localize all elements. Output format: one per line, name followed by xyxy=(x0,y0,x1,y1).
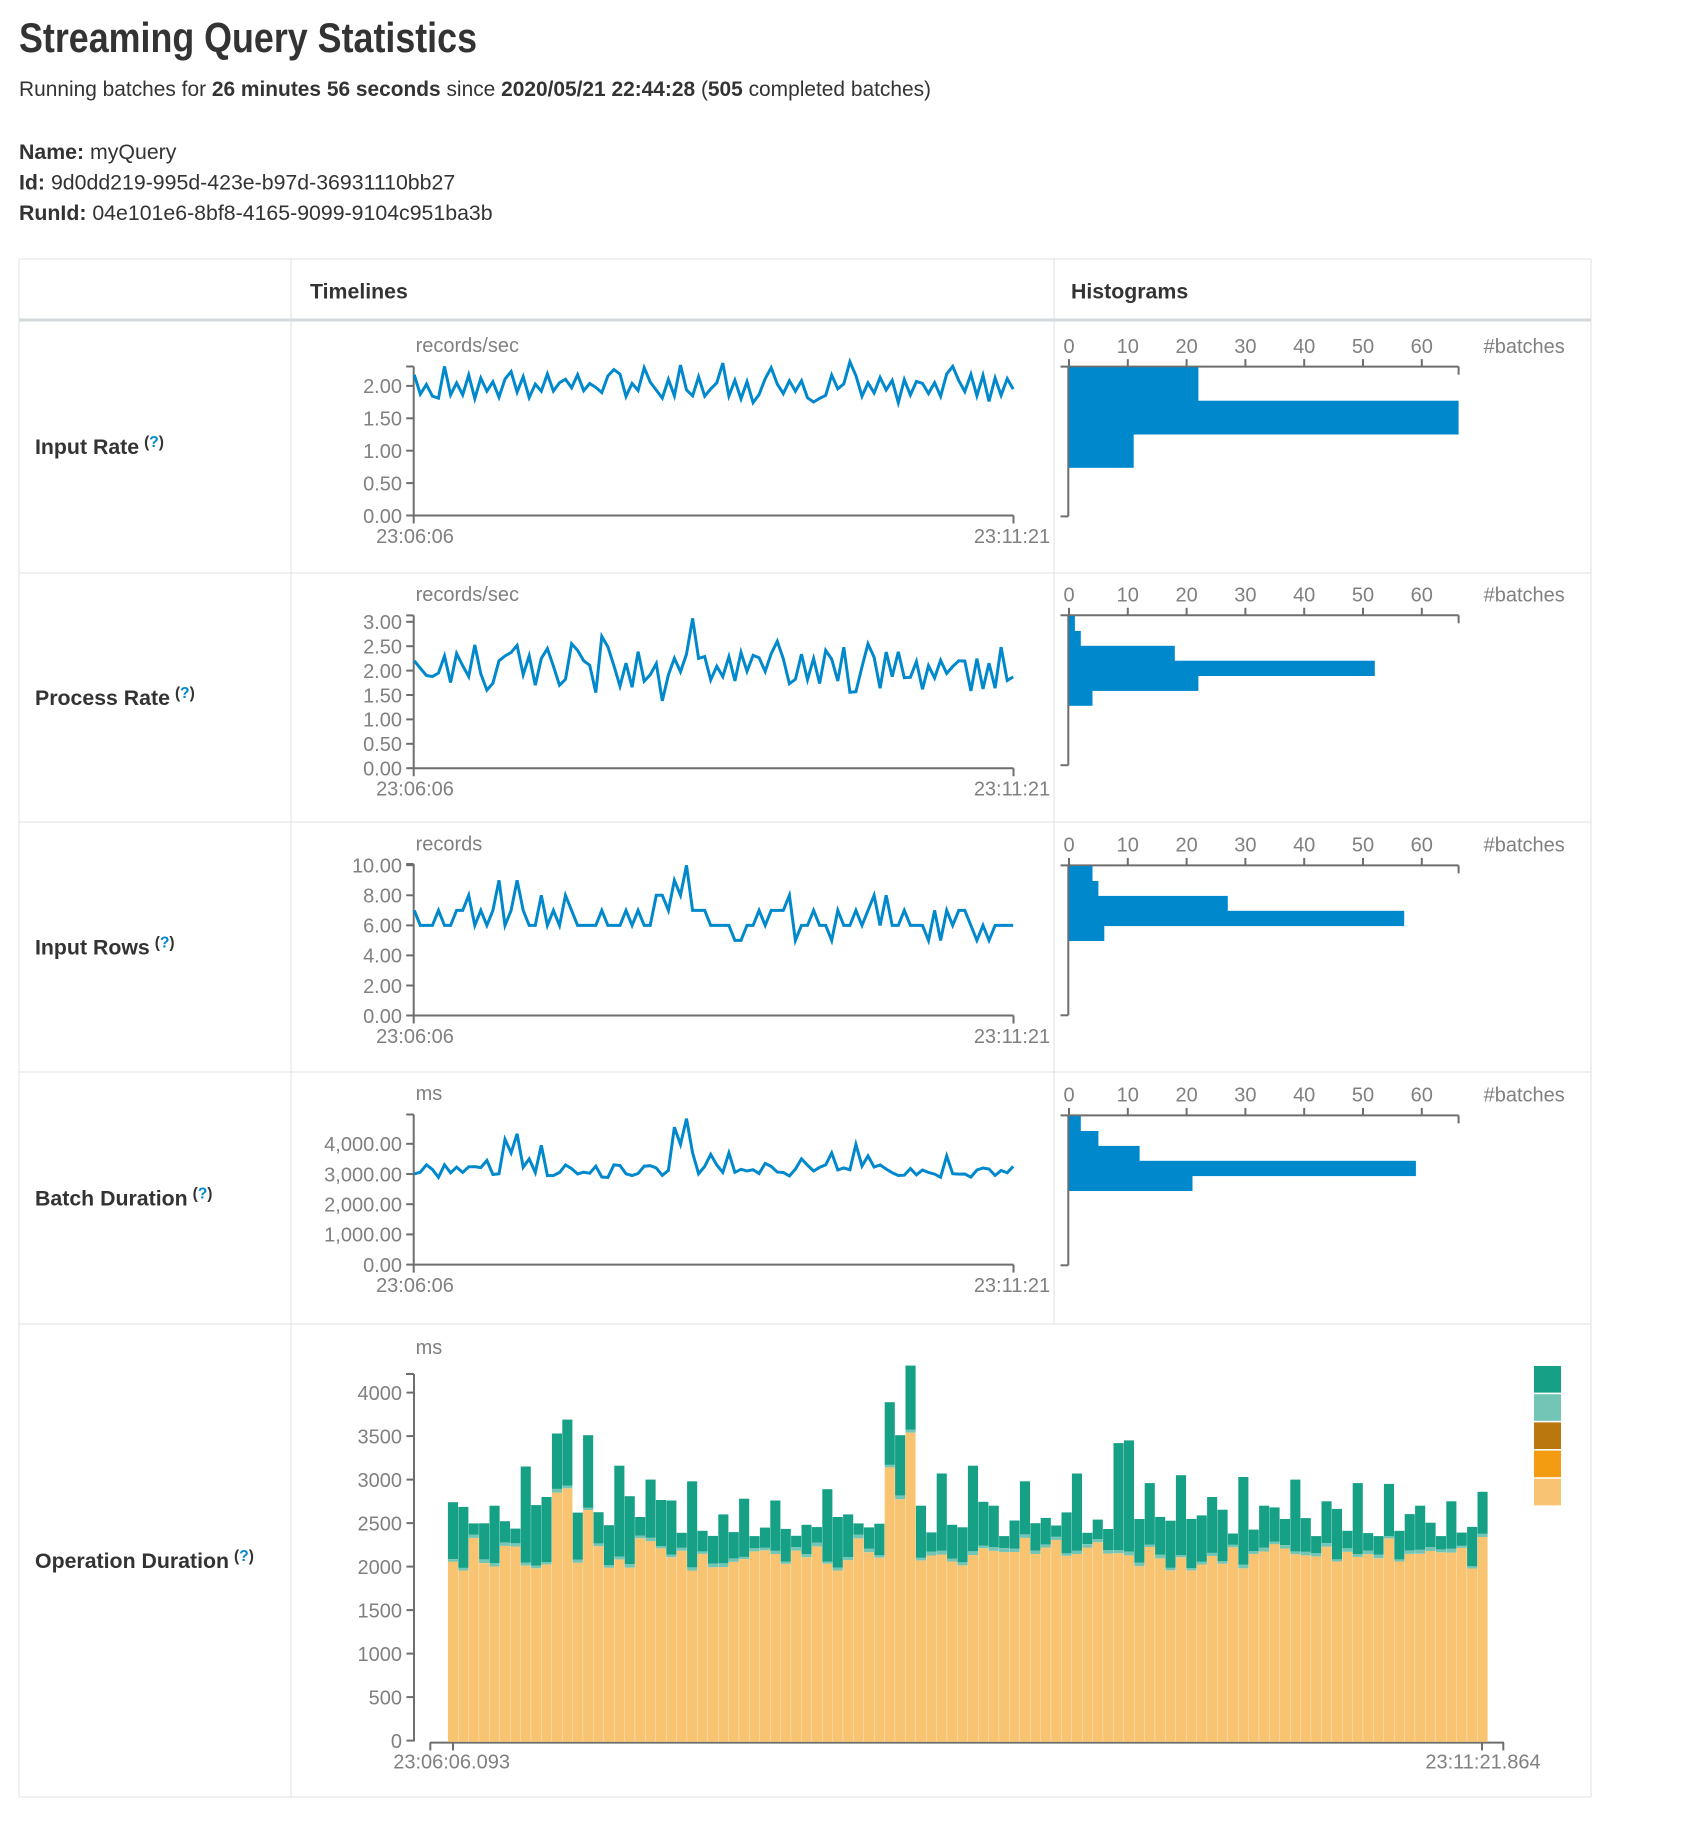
svg-text:1,000.00: 1,000.00 xyxy=(324,1225,402,1247)
svg-text:23:11:21: 23:11:21 xyxy=(974,1275,1050,1297)
svg-text:Name: myQuery: Name: myQuery xyxy=(19,140,177,164)
svg-text:23:11:21: 23:11:21 xyxy=(974,779,1050,801)
svg-text:#batches: #batches xyxy=(1484,585,1565,607)
svg-text:10.00: 10.00 xyxy=(352,856,402,878)
svg-text:23:06:06: 23:06:06 xyxy=(376,779,454,801)
svg-text:0.00: 0.00 xyxy=(363,506,402,528)
svg-text:60: 60 xyxy=(1411,1085,1433,1107)
svg-text:20: 20 xyxy=(1175,585,1197,607)
svg-text:23:06:06: 23:06:06 xyxy=(376,1026,454,1048)
svg-text:Input Rate(?): Input Rate (?) xyxy=(35,434,164,459)
svg-text:1.50: 1.50 xyxy=(363,685,402,707)
svg-text:2.50: 2.50 xyxy=(363,637,402,659)
svg-text:0: 0 xyxy=(1063,835,1074,857)
svg-text:0.00: 0.00 xyxy=(363,1006,402,1028)
svg-text:23:06:06.093: 23:06:06.093 xyxy=(393,1752,510,1774)
svg-text:ms: ms xyxy=(416,1083,443,1105)
svg-text:50: 50 xyxy=(1352,835,1374,857)
svg-text:Streaming Query Statistics: Streaming Query Statistics xyxy=(19,14,477,61)
svg-text:Running batches for 26 minutes: Running batches for 26 minutes 56 second… xyxy=(19,77,931,101)
svg-text:500: 500 xyxy=(369,1687,402,1709)
svg-text:0: 0 xyxy=(1063,1085,1074,1107)
svg-text:0.00: 0.00 xyxy=(363,1255,402,1277)
svg-text:2,000.00: 2,000.00 xyxy=(324,1195,402,1217)
svg-text:40: 40 xyxy=(1293,1085,1315,1107)
svg-text:records/sec: records/sec xyxy=(416,584,519,606)
svg-text:Operation Duration(?): Operation Duration (?) xyxy=(35,1548,254,1573)
svg-text:10: 10 xyxy=(1117,585,1139,607)
svg-text:1.50: 1.50 xyxy=(363,409,402,431)
svg-text:2500: 2500 xyxy=(358,1513,403,1535)
svg-text:0.00: 0.00 xyxy=(363,759,402,781)
svg-text:20: 20 xyxy=(1175,336,1197,358)
svg-text:0.50: 0.50 xyxy=(363,473,402,495)
svg-text:60: 60 xyxy=(1411,585,1433,607)
svg-text:50: 50 xyxy=(1352,585,1374,607)
svg-text:2.00: 2.00 xyxy=(363,976,402,998)
svg-text:Timelines: Timelines xyxy=(310,280,408,304)
svg-text:30: 30 xyxy=(1234,585,1256,607)
svg-text:3000: 3000 xyxy=(358,1470,403,1492)
svg-text:40: 40 xyxy=(1293,585,1315,607)
svg-text:30: 30 xyxy=(1234,336,1256,358)
svg-text:Input Rows(?): Input Rows (?) xyxy=(35,934,175,959)
svg-text:3500: 3500 xyxy=(358,1426,403,1448)
svg-text:60: 60 xyxy=(1411,336,1433,358)
svg-text:records/sec: records/sec xyxy=(416,335,519,357)
svg-text:0: 0 xyxy=(1063,585,1074,607)
svg-text:30: 30 xyxy=(1234,1085,1256,1107)
svg-text:4,000.00: 4,000.00 xyxy=(324,1134,402,1156)
svg-text:Id: 9d0dd219-995d-423e-b97d-36: Id: 9d0dd219-995d-423e-b97d-36931110bb27 xyxy=(19,171,455,195)
svg-text:3,000.00: 3,000.00 xyxy=(324,1164,402,1186)
svg-text:23:06:06: 23:06:06 xyxy=(376,1275,454,1297)
svg-text:1.00: 1.00 xyxy=(363,710,402,732)
svg-text:Histograms: Histograms xyxy=(1071,280,1188,304)
svg-text:#batches: #batches xyxy=(1484,1085,1565,1107)
svg-text:50: 50 xyxy=(1352,1085,1374,1107)
svg-text:8.00: 8.00 xyxy=(363,886,402,908)
svg-text:2000: 2000 xyxy=(358,1557,403,1579)
svg-text:3.00: 3.00 xyxy=(363,612,402,634)
svg-text:23:11:21: 23:11:21 xyxy=(974,1026,1050,1048)
svg-text:1.00: 1.00 xyxy=(363,441,402,463)
svg-text:50: 50 xyxy=(1352,336,1374,358)
svg-text:10: 10 xyxy=(1117,336,1139,358)
svg-text:1500: 1500 xyxy=(358,1600,403,1622)
svg-text:20: 20 xyxy=(1175,835,1197,857)
svg-text:40: 40 xyxy=(1293,336,1315,358)
svg-text:0.50: 0.50 xyxy=(363,734,402,756)
svg-text:2.00: 2.00 xyxy=(363,376,402,398)
svg-text:23:11:21: 23:11:21 xyxy=(974,526,1050,548)
svg-text:60: 60 xyxy=(1411,835,1433,857)
svg-text:2.00: 2.00 xyxy=(363,661,402,683)
svg-text:4000: 4000 xyxy=(358,1383,403,1405)
svg-text:#batches: #batches xyxy=(1484,336,1565,358)
svg-text:RunId: 04e101e6-8bf8-4165-9099: RunId: 04e101e6-8bf8-4165-9099-9104c951b… xyxy=(19,201,493,225)
svg-text:6.00: 6.00 xyxy=(363,916,402,938)
svg-text:#batches: #batches xyxy=(1484,835,1565,857)
svg-text:23:11:21.864: 23:11:21.864 xyxy=(1425,1752,1540,1774)
svg-text:records: records xyxy=(416,834,483,856)
svg-text:23:06:06: 23:06:06 xyxy=(376,526,454,548)
svg-text:Batch Duration(?): Batch Duration (?) xyxy=(35,1185,212,1210)
svg-text:1000: 1000 xyxy=(358,1644,403,1666)
svg-text:ms: ms xyxy=(416,1337,443,1359)
svg-text:0: 0 xyxy=(391,1731,402,1753)
svg-text:40: 40 xyxy=(1293,835,1315,857)
svg-text:0: 0 xyxy=(1063,336,1074,358)
svg-text:Process Rate(?): Process Rate (?) xyxy=(35,685,195,710)
svg-text:20: 20 xyxy=(1175,1085,1197,1107)
svg-text:10: 10 xyxy=(1117,1085,1139,1107)
svg-text:4.00: 4.00 xyxy=(363,946,402,968)
svg-text:10: 10 xyxy=(1117,835,1139,857)
svg-text:30: 30 xyxy=(1234,835,1256,857)
